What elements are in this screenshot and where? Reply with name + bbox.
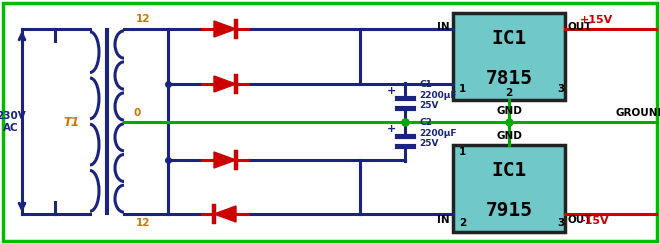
Text: 7915: 7915 <box>486 201 533 220</box>
Text: OUT: OUT <box>567 22 591 32</box>
Text: 2: 2 <box>506 88 513 98</box>
Polygon shape <box>214 206 236 222</box>
Text: 0: 0 <box>133 108 141 118</box>
Text: OUT: OUT <box>567 215 591 225</box>
Text: 2: 2 <box>459 218 466 228</box>
Text: T1: T1 <box>64 115 80 129</box>
Text: +: + <box>386 124 395 134</box>
Text: +: + <box>386 86 395 96</box>
Text: 1: 1 <box>459 84 466 94</box>
Text: +15V: +15V <box>580 15 613 25</box>
Polygon shape <box>214 76 236 92</box>
Bar <box>453 13 565 100</box>
Text: IN: IN <box>438 22 450 32</box>
Text: GROUND: GROUND <box>615 108 660 118</box>
Text: 7815: 7815 <box>486 69 533 88</box>
Text: IC1: IC1 <box>492 161 527 180</box>
Text: -15V: -15V <box>580 216 609 226</box>
Text: GND: GND <box>496 131 522 141</box>
Text: 1: 1 <box>459 147 466 157</box>
Text: IC1: IC1 <box>492 29 527 48</box>
Polygon shape <box>214 21 236 37</box>
Text: 3: 3 <box>557 218 564 228</box>
Text: 230V
AC: 230V AC <box>0 111 26 133</box>
Text: 12: 12 <box>136 14 150 24</box>
Text: GND: GND <box>496 106 522 116</box>
Text: C2
2200μF
25V: C2 2200μF 25V <box>419 118 457 148</box>
Bar <box>453 145 565 232</box>
Text: C1
2200μF
25V: C1 2200μF 25V <box>419 80 457 110</box>
Text: 12: 12 <box>136 218 150 228</box>
Text: 3: 3 <box>557 84 564 94</box>
Polygon shape <box>214 152 236 168</box>
Text: IN: IN <box>438 215 450 225</box>
